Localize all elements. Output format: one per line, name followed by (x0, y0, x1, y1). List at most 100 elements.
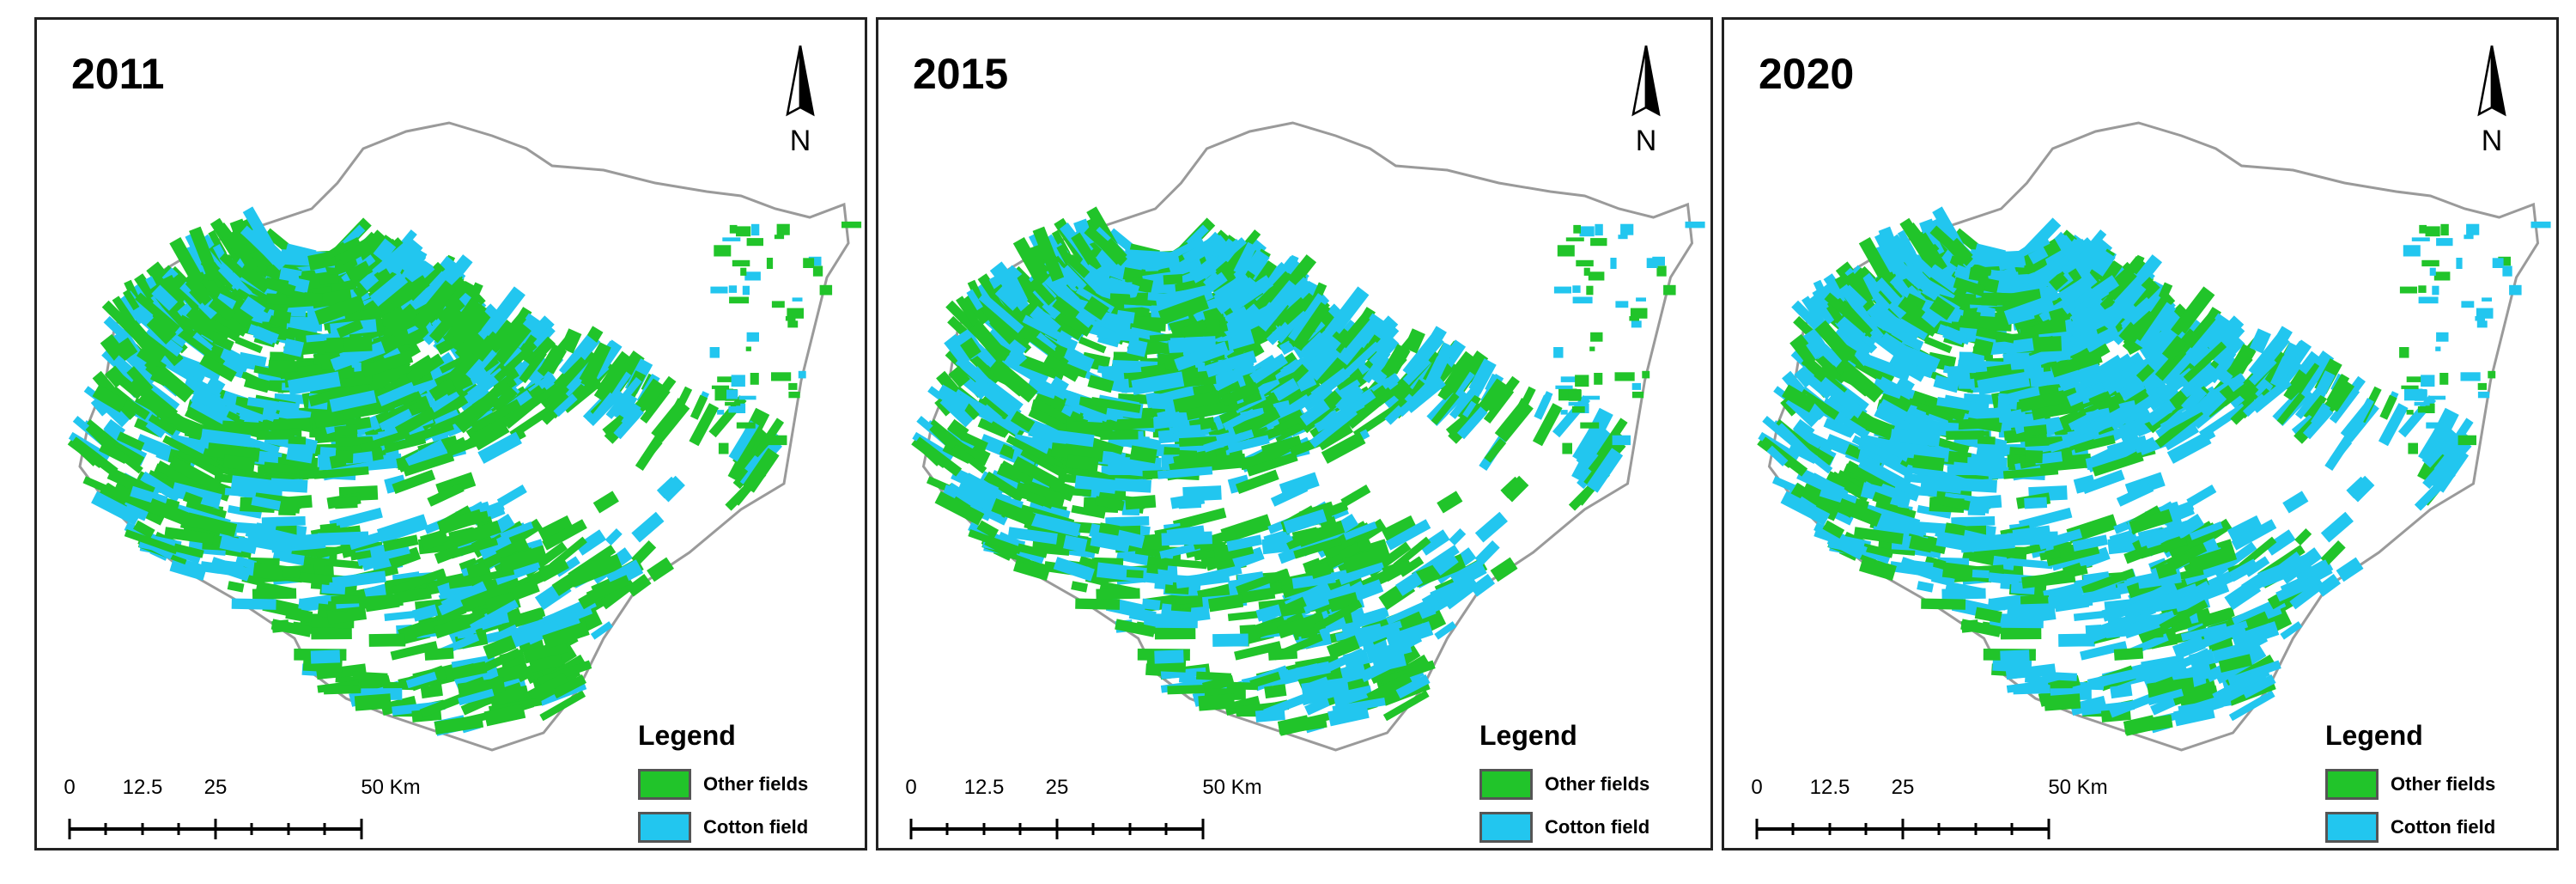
field-patch (812, 265, 823, 277)
field-patch (1443, 578, 1480, 610)
field-patch (1959, 478, 1998, 493)
field-patch (1105, 515, 1150, 527)
field-patch (189, 226, 221, 282)
field-patch (1888, 354, 1927, 382)
field-patch (1824, 292, 1870, 333)
field-patch (2415, 389, 2427, 399)
field-patch (1946, 237, 1973, 265)
field-patch (1663, 284, 1676, 296)
field-patch (690, 394, 708, 420)
field-patch (2320, 511, 2354, 543)
field-patch (1325, 356, 1343, 372)
field-patch (1222, 408, 1256, 431)
field-patch (270, 619, 313, 637)
field-patch (2023, 424, 2047, 436)
field-patch (2118, 306, 2153, 344)
field-patch (2061, 285, 2095, 314)
field-patch (2419, 224, 2427, 234)
field-patch (978, 292, 1024, 333)
field-patches (911, 206, 1705, 736)
field-patch (1424, 342, 1455, 388)
field-patch (1927, 264, 1961, 294)
field-patch (1264, 684, 1287, 699)
field-patch (2014, 338, 2034, 353)
field-patch (2477, 382, 2487, 390)
field-patch (2125, 296, 2155, 326)
field-patch (447, 363, 465, 382)
field-patch (750, 223, 760, 236)
field-patch (2038, 528, 2083, 551)
field-patch (234, 336, 264, 354)
field-patch (167, 411, 191, 432)
field-patch (1988, 572, 2020, 586)
field-patch (1334, 623, 1382, 642)
field-patch (1071, 581, 1089, 593)
field-patch (252, 588, 297, 600)
field-patch (1814, 320, 1856, 364)
field-patch (1278, 714, 1327, 735)
field-patch (1130, 316, 1167, 332)
field-patch (1382, 690, 1430, 722)
field-patch (1249, 439, 1291, 471)
field-patch (1121, 463, 1142, 475)
field-patch (776, 223, 790, 235)
field-patch (2379, 394, 2397, 420)
field-patch (1277, 612, 1326, 639)
field-patch (1490, 557, 1518, 582)
field-patch (146, 314, 177, 344)
field-patch (2239, 536, 2277, 570)
field-patch (2158, 282, 2173, 301)
field-patch (436, 296, 465, 326)
field-patch (2418, 296, 2439, 304)
field-patch (334, 497, 358, 509)
field-patch (1017, 543, 1048, 558)
field-patch (798, 370, 806, 379)
field-patch (2123, 409, 2149, 426)
scale-label-25: 25 (1891, 776, 1915, 799)
field-patch (227, 504, 263, 519)
field-patch (2007, 531, 2058, 546)
field-patch (1168, 338, 1188, 353)
field-patch (200, 429, 252, 448)
field-patch (472, 335, 498, 363)
field-patch (1590, 332, 1603, 342)
field-patch (1631, 382, 1641, 390)
field-patch (364, 594, 400, 613)
field-patch (1822, 520, 1845, 539)
field-patch (920, 445, 943, 466)
field-patch (1976, 316, 2013, 332)
field-patch (427, 482, 465, 507)
scale-label-25: 25 (204, 776, 228, 799)
field-patch (419, 271, 448, 301)
field-patch (2170, 648, 2211, 673)
field-patch (392, 568, 446, 595)
field-patch (522, 672, 571, 708)
field-patch (1227, 435, 1270, 454)
field-patch (2059, 271, 2098, 307)
field-patch (493, 322, 532, 366)
field-patch (145, 420, 166, 438)
legend-item-other-fields: Other fields (1479, 765, 1703, 803)
field-patch (1078, 556, 1101, 570)
field-patch (498, 545, 548, 574)
field-patch (1166, 558, 1207, 570)
field-patch (1898, 296, 1926, 322)
field-patch (164, 527, 215, 545)
field-patch (392, 469, 436, 494)
field-patch (605, 527, 623, 546)
field-patch (433, 612, 482, 639)
field-patch (2492, 258, 2504, 268)
field-patch (1381, 515, 1417, 542)
field-patch (2208, 349, 2237, 384)
field-patch (1812, 289, 1829, 311)
field-patch (2269, 342, 2301, 388)
field-patch (2421, 375, 2435, 387)
field-patch (2147, 582, 2200, 613)
field-patch (1180, 319, 1207, 338)
field-patch (1844, 460, 1886, 489)
field-patch (2230, 344, 2257, 375)
field-patch (2166, 431, 2212, 464)
field-patch (2180, 623, 2228, 642)
field-patch (1652, 256, 1665, 266)
field-patch (2129, 509, 2173, 534)
